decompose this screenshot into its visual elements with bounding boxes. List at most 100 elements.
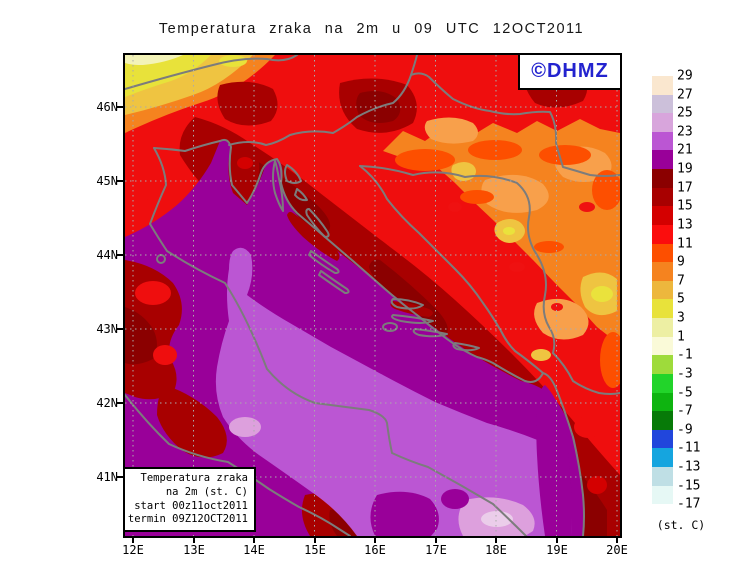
colorbar-swatch bbox=[652, 318, 673, 337]
colorbar-label: -15 bbox=[677, 478, 701, 494]
field-coast-dot bbox=[496, 352, 510, 362]
field-red-speckle bbox=[509, 262, 525, 272]
lon-tick bbox=[132, 538, 134, 543]
lat-tick bbox=[117, 106, 123, 108]
colorbar-swatch bbox=[652, 113, 673, 132]
colorbar-label: 23 bbox=[677, 124, 693, 140]
info-line-1: Temperatura zraka bbox=[140, 472, 248, 484]
dhmz-logo-box: ©DHMZ bbox=[518, 53, 622, 90]
lon-label: 12E bbox=[122, 543, 144, 557]
field-coast-sliver bbox=[287, 211, 340, 261]
lon-label: 19E bbox=[546, 543, 568, 557]
field-orangered bbox=[539, 145, 591, 165]
lat-tick bbox=[117, 476, 123, 478]
field-orangered bbox=[592, 170, 620, 210]
lon-tick bbox=[556, 538, 558, 543]
field-light-orange bbox=[534, 298, 589, 340]
lat-tick bbox=[117, 402, 123, 404]
colorbar-label: 15 bbox=[677, 198, 693, 214]
colorbar-label: -3 bbox=[677, 366, 693, 382]
field-light-orange bbox=[424, 117, 478, 144]
colorbar-swatch bbox=[652, 467, 673, 486]
field-red-speckle bbox=[551, 303, 563, 311]
field-light-orange bbox=[481, 174, 549, 213]
lat-label: 45N bbox=[96, 174, 118, 188]
lon-label: 16E bbox=[364, 543, 386, 557]
colorbar-swatch bbox=[652, 187, 673, 207]
colorbar-swatch bbox=[652, 336, 673, 356]
colorbar-label: -7 bbox=[677, 403, 693, 419]
lon-tick bbox=[193, 538, 195, 543]
lat-label: 41N bbox=[96, 470, 118, 484]
lat-label: 42N bbox=[96, 396, 118, 410]
colorbar-swatch bbox=[652, 131, 673, 151]
colorbar-swatch bbox=[652, 206, 673, 225]
graticule bbox=[125, 55, 620, 536]
field-red-speckle bbox=[579, 202, 595, 212]
field-orangered bbox=[460, 190, 494, 204]
lon-tick bbox=[374, 538, 376, 543]
colorbar-label: 25 bbox=[677, 105, 693, 121]
field-yellow bbox=[503, 227, 515, 235]
colorbar-swatch bbox=[652, 355, 673, 374]
colorbar-swatch bbox=[652, 448, 673, 467]
colorbar-label: 19 bbox=[677, 161, 693, 177]
colorbar-label: 9 bbox=[677, 254, 685, 270]
colorbar-label: -5 bbox=[677, 385, 693, 401]
lon-label: 15E bbox=[304, 543, 326, 557]
lon-tick bbox=[253, 538, 255, 543]
colorbar-label: -13 bbox=[677, 459, 701, 475]
field-alps-pale bbox=[125, 55, 183, 65]
field-italy-red bbox=[135, 281, 171, 305]
field-orangered bbox=[395, 149, 455, 171]
colorbar-label: -9 bbox=[677, 422, 693, 438]
colorbar-label: 29 bbox=[677, 68, 693, 84]
colorbar-swatch bbox=[652, 280, 673, 300]
colorbar-label: -17 bbox=[677, 496, 701, 512]
dhmz-logo-text: ©DHMZ bbox=[531, 60, 609, 82]
lat-label: 43N bbox=[96, 322, 118, 336]
colorbar-swatch bbox=[652, 504, 673, 523]
colorbar-swatch bbox=[652, 262, 673, 281]
field-purple-patch bbox=[441, 489, 469, 509]
info-line-2: na 2m (st. C) bbox=[165, 485, 248, 498]
colorbar-swatch bbox=[652, 224, 673, 244]
field-gold bbox=[531, 349, 551, 361]
temperature-field-svg bbox=[125, 55, 620, 536]
lon-tick bbox=[314, 538, 316, 543]
colorbar-label: 17 bbox=[677, 180, 693, 196]
run-info-box: Temperatura zraka na 2m (st. C) start 00… bbox=[123, 467, 256, 532]
lat-tick bbox=[117, 254, 123, 256]
lon-label: 20E bbox=[606, 543, 628, 557]
lat-label: 44N bbox=[96, 248, 118, 262]
lon-tick bbox=[495, 538, 497, 543]
lon-label: 18E bbox=[485, 543, 507, 557]
field-red-spot bbox=[574, 416, 602, 438]
lon-label: 13E bbox=[183, 543, 205, 557]
field-yellow bbox=[591, 286, 613, 302]
colorbar-swatch bbox=[652, 76, 673, 95]
field-orangered bbox=[534, 241, 564, 253]
colorbar-label: 1 bbox=[677, 329, 685, 345]
colorbar-label: 11 bbox=[677, 236, 693, 252]
colorbar-label: -11 bbox=[677, 440, 701, 456]
info-line-3: start 00z11oct2011 bbox=[134, 499, 248, 512]
colorbar-label: 27 bbox=[677, 87, 693, 103]
field-sea-orchid bbox=[215, 247, 572, 536]
colorbar-label: 7 bbox=[677, 273, 685, 289]
colorbar-unit-label: (st. C) bbox=[656, 518, 706, 532]
field-orangered bbox=[468, 140, 522, 160]
colorbar-swatch bbox=[652, 373, 673, 393]
field-purple-patch bbox=[370, 491, 439, 536]
lon-label: 17E bbox=[425, 543, 447, 557]
colorbar-label: 5 bbox=[677, 291, 685, 307]
field-plum bbox=[229, 417, 261, 437]
field-italy-darkred2 bbox=[157, 385, 227, 458]
field-red-spot bbox=[587, 476, 607, 494]
field-darkred-patch bbox=[217, 81, 278, 126]
colorbar-swatch bbox=[652, 150, 673, 170]
lon-label: 14E bbox=[243, 543, 265, 557]
field-italy-red bbox=[153, 345, 177, 365]
colorbar-swatch bbox=[652, 485, 673, 505]
